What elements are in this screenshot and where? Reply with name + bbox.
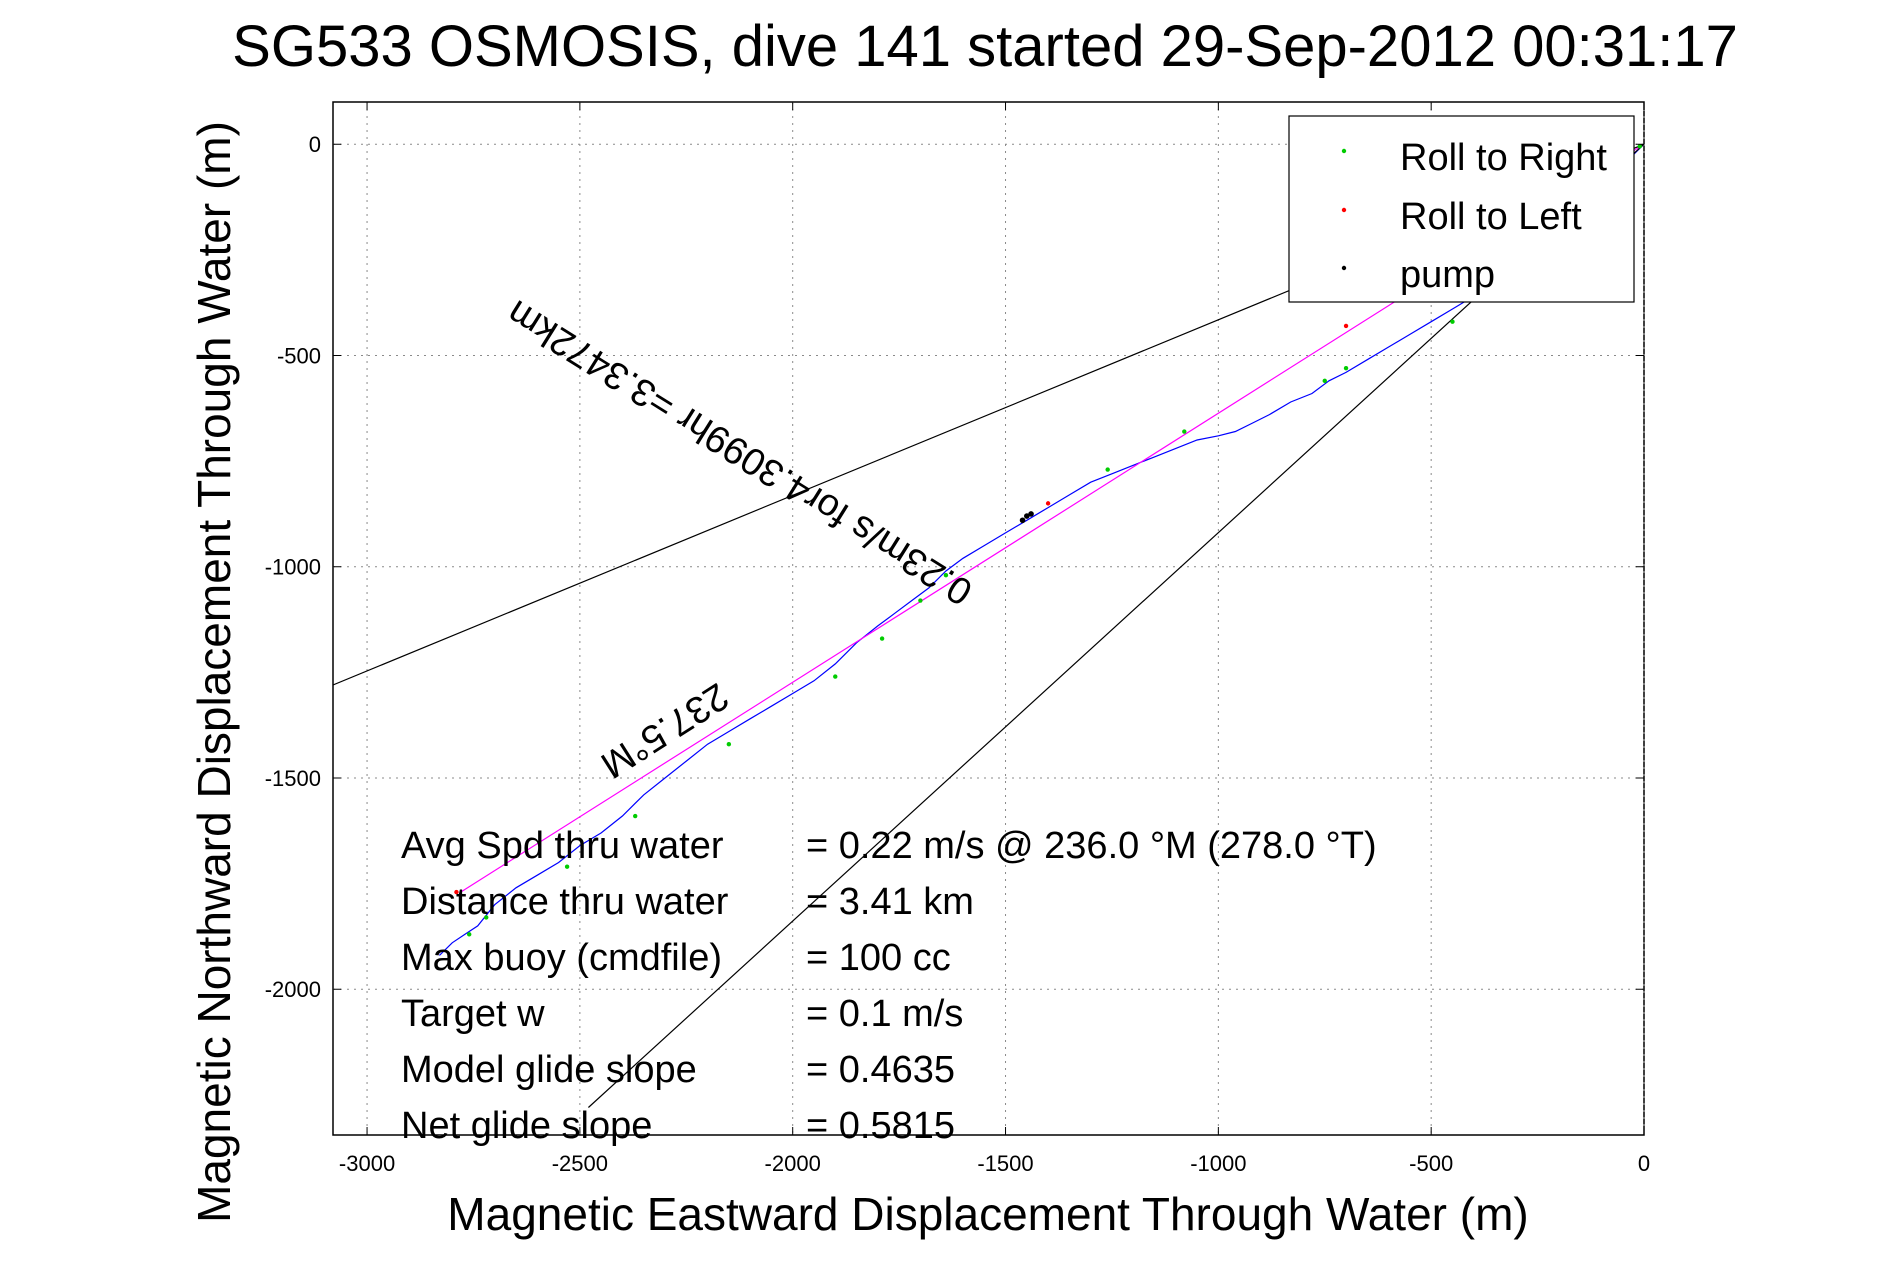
y-tick-label: -2000: [265, 977, 321, 1002]
marker-roll-to-right: [467, 932, 472, 937]
x-tick-label: -2500: [552, 1151, 608, 1176]
marker-roll-to-right: [918, 598, 923, 603]
marker-roll-to-right: [879, 636, 885, 641]
marker-pump: [1019, 517, 1026, 524]
marker-roll-to-right: [943, 572, 949, 578]
stat-label: Net glide slope: [401, 1105, 652, 1147]
marker-roll-to-right: [1182, 429, 1187, 434]
y-tick-label: -1000: [265, 555, 321, 580]
stat-label: Max buoy (cmdfile): [401, 937, 722, 979]
legend-label-roll-right: Roll to Right: [1400, 137, 1607, 179]
x-tick-label: -2000: [765, 1151, 821, 1176]
legend-label-pump: pump: [1400, 254, 1495, 296]
chart-title: SG533 OSMOSIS, dive 141 started 29-Sep-2…: [232, 14, 1738, 79]
marker-roll-to-right: [1105, 467, 1110, 472]
legend-marker-roll-left: [1341, 207, 1347, 213]
marker-roll-to-right: [564, 864, 570, 869]
x-tick-label: 0: [1638, 1151, 1650, 1176]
y-axis-label: Magnetic Northward Displacement Through …: [188, 121, 240, 1223]
legend-box: [1288, 115, 1635, 303]
x-tick-label: -1500: [977, 1151, 1033, 1176]
y-tick-label: 0: [309, 132, 321, 157]
bound-line-series: [587, 143, 1644, 1108]
marker-roll-to-right: [1343, 365, 1349, 371]
marker-pump: [1024, 513, 1030, 519]
marker-roll-to-right: [1450, 319, 1455, 324]
stat-label: Model glide slope: [401, 1049, 697, 1091]
track-series: [438, 143, 1644, 956]
marker-roll-to-left: [454, 889, 459, 895]
stat-value: = 3.41 km: [806, 881, 974, 923]
y-tick-label: -1500: [265, 766, 321, 791]
marker-roll-to-left: [1045, 501, 1051, 506]
x-axis-label: Magnetic Eastward Displacement Through W…: [447, 1188, 1528, 1240]
legend-marker-pump: [1341, 265, 1347, 271]
stat-value: = 0.22 m/s @ 236.0 °M (278.0 °T): [806, 825, 1377, 867]
marker-roll-to-right: [633, 813, 638, 819]
stat-label: Avg Spd thru water: [401, 825, 724, 867]
marker-roll-to-right: [726, 741, 732, 747]
axis-ticks: -3000 -2500 -2000 -1500 -1000 -500 0 0 -500 -1000…: [265, 102, 1650, 1176]
x-tick-label: -500: [1409, 1151, 1453, 1176]
marker-pump: [1028, 511, 1034, 517]
legend-label-roll-left: Roll to Left: [1400, 196, 1582, 238]
marker-roll-to-left: [1343, 323, 1349, 329]
stat-label: Target w: [401, 993, 545, 1035]
x-tick-label: -1000: [1190, 1151, 1246, 1176]
x-tick-label: -3000: [339, 1151, 395, 1176]
stat-value: = 0.5815: [806, 1105, 955, 1147]
marker-roll-to-right: [833, 674, 838, 679]
legend-marker-roll-right: [1341, 148, 1347, 154]
stat-value: = 0.4635: [806, 1049, 955, 1091]
marker-roll-to-right: [1322, 378, 1327, 384]
legend: Roll to Right Roll to Left pump: [1288, 115, 1635, 303]
y-tick-label: -500: [277, 343, 321, 368]
marker-roll-to-right: [484, 915, 489, 920]
marker-roll-to-right: [1637, 144, 1642, 149]
stats-block: Avg Spd thru water = 0.22 m/s @ 236.0 °M…: [401, 825, 1377, 1147]
stat-label: Distance thru water: [401, 881, 729, 923]
stat-value: = 100 cc: [806, 937, 951, 979]
stat-value: = 0.1 m/s: [806, 993, 963, 1035]
